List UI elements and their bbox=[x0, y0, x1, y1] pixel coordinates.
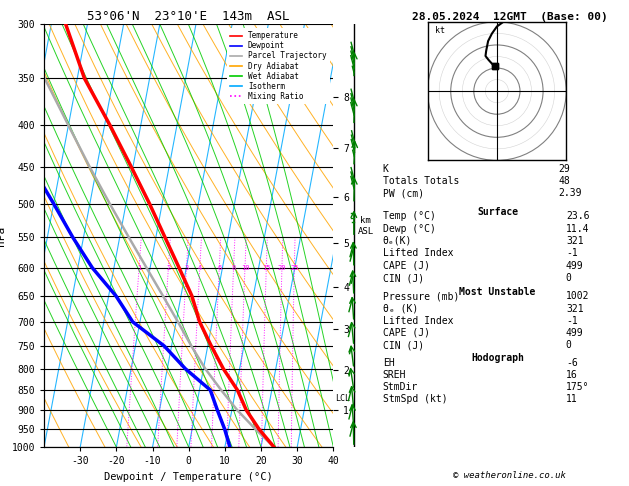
Text: θₑ(K): θₑ(K) bbox=[383, 236, 412, 246]
Text: 11.4: 11.4 bbox=[566, 224, 589, 234]
Text: kt: kt bbox=[435, 26, 445, 35]
Text: 48: 48 bbox=[559, 176, 571, 186]
Text: CAPE (J): CAPE (J) bbox=[383, 328, 430, 338]
Y-axis label: km
ASL: km ASL bbox=[357, 216, 374, 236]
X-axis label: Dewpoint / Temperature (°C): Dewpoint / Temperature (°C) bbox=[104, 472, 273, 482]
Text: θₑ (K): θₑ (K) bbox=[383, 304, 418, 313]
Text: -1: -1 bbox=[566, 248, 577, 259]
Text: 16: 16 bbox=[566, 370, 577, 380]
Text: EH: EH bbox=[383, 358, 394, 368]
Text: Lifted Index: Lifted Index bbox=[383, 248, 454, 259]
Text: 0: 0 bbox=[566, 273, 572, 283]
Text: LCL: LCL bbox=[335, 394, 350, 403]
Text: StmDir: StmDir bbox=[383, 382, 418, 392]
Text: 25: 25 bbox=[290, 265, 299, 271]
Text: Totals Totals: Totals Totals bbox=[383, 176, 459, 186]
Text: Surface: Surface bbox=[477, 208, 518, 217]
Text: 1: 1 bbox=[137, 265, 141, 271]
Text: 0: 0 bbox=[566, 340, 572, 350]
Text: PW (cm): PW (cm) bbox=[383, 188, 424, 198]
Text: SREH: SREH bbox=[383, 370, 406, 380]
Text: 10: 10 bbox=[241, 265, 249, 271]
Text: K: K bbox=[383, 164, 389, 174]
Text: CIN (J): CIN (J) bbox=[383, 273, 424, 283]
Text: Temp (°C): Temp (°C) bbox=[383, 211, 436, 221]
Text: StmSpd (kt): StmSpd (kt) bbox=[383, 394, 447, 404]
Text: 28.05.2024  12GMT  (Base: 00): 28.05.2024 12GMT (Base: 00) bbox=[411, 12, 608, 22]
Text: 6: 6 bbox=[217, 265, 221, 271]
Y-axis label: hPa: hPa bbox=[0, 226, 6, 246]
Text: 4: 4 bbox=[198, 265, 202, 271]
Text: 11: 11 bbox=[566, 394, 577, 404]
Text: Hodograph: Hodograph bbox=[471, 353, 524, 363]
Title: 53°06'N  23°10'E  143m  ASL: 53°06'N 23°10'E 143m ASL bbox=[87, 10, 290, 23]
Text: CAPE (J): CAPE (J) bbox=[383, 261, 430, 271]
Text: 321: 321 bbox=[566, 304, 584, 313]
Text: Most Unstable: Most Unstable bbox=[459, 287, 536, 296]
Text: 499: 499 bbox=[566, 261, 584, 271]
Text: Lifted Index: Lifted Index bbox=[383, 316, 454, 326]
Text: 29: 29 bbox=[559, 164, 571, 174]
Text: 499: 499 bbox=[566, 328, 584, 338]
Text: 1002: 1002 bbox=[566, 292, 589, 301]
Text: 2.39: 2.39 bbox=[559, 188, 582, 198]
Text: Dewp (°C): Dewp (°C) bbox=[383, 224, 436, 234]
Text: Pressure (mb): Pressure (mb) bbox=[383, 292, 459, 301]
Text: 2: 2 bbox=[166, 265, 170, 271]
Legend: Temperature, Dewpoint, Parcel Trajectory, Dry Adiabat, Wet Adiabat, Isotherm, Mi: Temperature, Dewpoint, Parcel Trajectory… bbox=[227, 28, 330, 104]
Text: -1: -1 bbox=[566, 316, 577, 326]
Text: 23.6: 23.6 bbox=[566, 211, 589, 221]
Text: 321: 321 bbox=[566, 236, 584, 246]
Text: 175°: 175° bbox=[566, 382, 589, 392]
Text: CIN (J): CIN (J) bbox=[383, 340, 424, 350]
Text: 8: 8 bbox=[231, 265, 236, 271]
Text: 15: 15 bbox=[262, 265, 270, 271]
Text: © weatheronline.co.uk: © weatheronline.co.uk bbox=[453, 471, 566, 480]
Text: -6: -6 bbox=[566, 358, 577, 368]
Text: 20: 20 bbox=[277, 265, 286, 271]
Text: 3: 3 bbox=[184, 265, 189, 271]
